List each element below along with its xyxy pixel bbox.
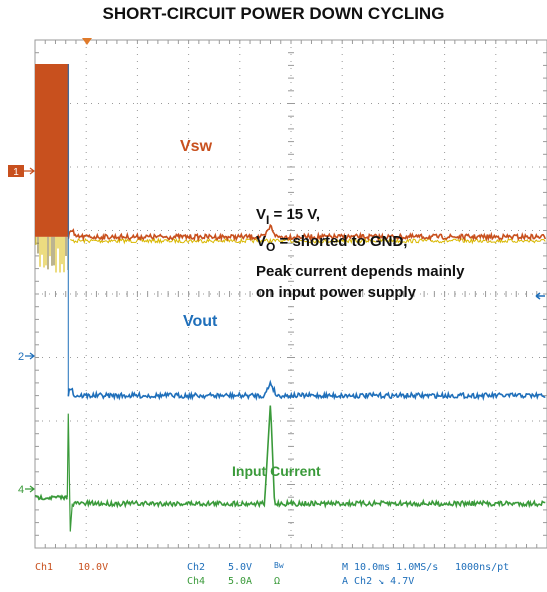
vsw-switching-burst bbox=[35, 64, 69, 237]
ch4-scale-readout: 5.0A bbox=[228, 576, 252, 587]
chart-title: SHORT-CIRCUIT POWER DOWN CYCLING bbox=[102, 4, 445, 23]
bandwidth-limit-readout: Bw bbox=[274, 561, 284, 570]
vsw-trace-label: Vsw bbox=[180, 138, 213, 155]
input-current-line bbox=[34, 493, 68, 502]
input-current-spike bbox=[66, 413, 73, 532]
ch1-scale-readout: 10.0V bbox=[78, 562, 108, 573]
timebase-readout: M 10.0ms 1.0MS/s bbox=[342, 562, 438, 573]
scope-readout-bar: Ch1 10.0V Ch2 5.0V Bw M 10.0ms 1.0MS/s 1… bbox=[35, 561, 509, 587]
vsw-line bbox=[67, 223, 547, 243]
input-current-trace-label: Input Current bbox=[232, 463, 321, 479]
waveform-traces bbox=[34, 64, 547, 532]
vout-trace-label: Vout bbox=[183, 313, 218, 330]
annotation-peak-line1: Peak current depends mainly bbox=[256, 263, 465, 280]
annotation-peak-line2: on input power supply bbox=[256, 284, 417, 301]
ch2-readout: Ch2 bbox=[187, 562, 205, 573]
ch2-marker-label: 2 bbox=[18, 351, 24, 363]
input-current-trace bbox=[34, 405, 546, 532]
ch4-ground-marker: 4 bbox=[18, 484, 35, 496]
annotation-vin: VI = 15 V, bbox=[256, 206, 320, 227]
trigger-level-arrow bbox=[535, 292, 545, 300]
ch4-readout: Ch4 bbox=[187, 576, 205, 587]
ch1-ground-marker: 1 bbox=[8, 165, 35, 178]
trigger-position-marker bbox=[82, 38, 92, 45]
impedance-readout: Ω bbox=[274, 576, 280, 587]
annotation-vout: VO = shorted to GND, bbox=[256, 233, 407, 254]
vout-trace bbox=[67, 64, 546, 402]
ch1-readout: Ch1 bbox=[35, 562, 53, 573]
conditions-annotation: VI = 15 V, VO = shorted to GND, Peak cur… bbox=[256, 206, 465, 301]
record-length-readout: 1000ns/pt bbox=[455, 562, 509, 573]
trigger-readout: A Ch2 ↘ 4.7V bbox=[342, 576, 414, 587]
ch1-marker-label: 1 bbox=[13, 167, 19, 178]
ch4-marker-label: 4 bbox=[18, 484, 24, 496]
input-current-line bbox=[71, 405, 546, 509]
vsw-glitch-band bbox=[70, 237, 546, 245]
ch2-ground-marker: 2 bbox=[18, 351, 35, 363]
vout-line bbox=[67, 379, 546, 402]
ch2-scale-readout: 5.0V bbox=[228, 562, 252, 573]
